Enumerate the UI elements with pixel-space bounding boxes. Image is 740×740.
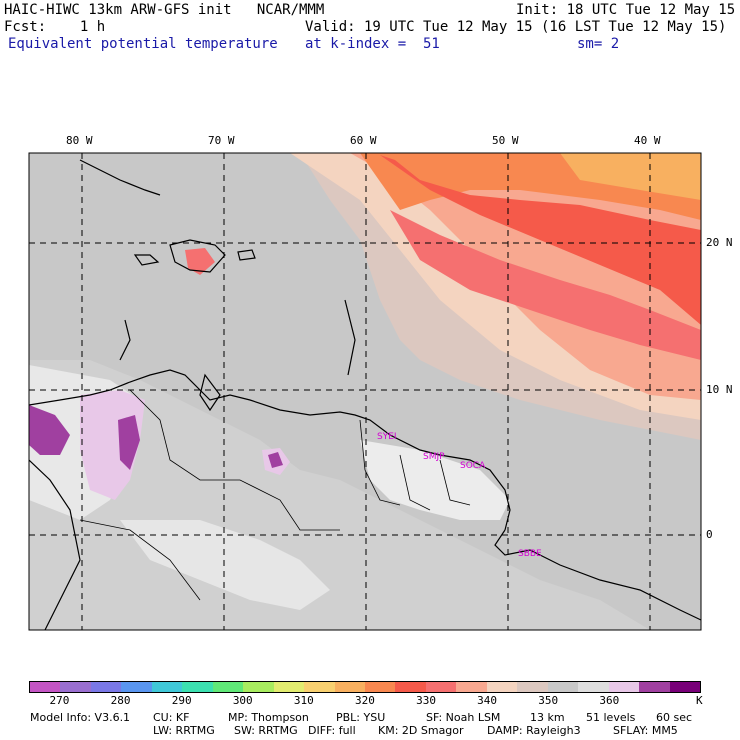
model-info-item: SF: Noah LSM	[426, 711, 501, 724]
color-swatch	[395, 682, 426, 692]
station-soca: SOCA	[460, 461, 486, 471]
red-band-2	[390, 210, 701, 360]
color-swatch	[182, 682, 213, 692]
model-info-item: 51 levels	[586, 711, 636, 724]
color-swatch	[121, 682, 152, 692]
model-info-item: DIFF: full	[308, 724, 356, 737]
color-scale-tick-label: 340	[477, 694, 498, 707]
model-info-item: PBL: YSU	[336, 711, 386, 724]
station-smjp: SMJP	[423, 452, 445, 462]
model-info-item: SFLAY: MM5	[613, 724, 678, 737]
lon-label-50w: 50 W	[492, 134, 519, 147]
valid-time: Valid: 19 UTC Tue 12 May 15 (16 LST Tue …	[305, 19, 727, 35]
color-swatch	[364, 682, 396, 692]
model-info-item: SW: RRTMG	[234, 724, 298, 737]
color-swatch	[243, 682, 274, 692]
map-frame	[28, 152, 702, 631]
model-info-item: CU: KF	[153, 711, 190, 724]
init-time: Init: 18 UTC Tue 12 May 15	[516, 2, 736, 18]
color-swatch	[90, 682, 122, 692]
convection-colombia	[118, 415, 140, 470]
lat-label-0: 0	[706, 528, 713, 541]
model-info-item: DAMP: Rayleigh3	[487, 724, 581, 737]
station-syei: SYEI	[377, 432, 397, 442]
color-scale	[29, 681, 701, 693]
color-swatch	[608, 682, 640, 692]
borders	[79, 389, 471, 601]
color-scale-tick-label: 330	[416, 694, 436, 707]
color-swatch	[425, 682, 457, 692]
convection-west	[29, 405, 70, 455]
color-scale-unit: K	[696, 694, 703, 707]
model-info-item: MP: Thompson	[228, 711, 309, 724]
field-name: Equivalent potential temperature	[8, 36, 278, 52]
lat-label-20n: 20 N	[706, 236, 733, 249]
hispaniola-coast	[169, 239, 226, 273]
guyana-border	[359, 419, 401, 506]
color-swatch	[669, 682, 700, 692]
orange-corner	[560, 153, 701, 200]
theta-e-map	[28, 152, 702, 631]
model-info-item: 13 km	[530, 711, 565, 724]
convection-venezuela	[268, 452, 283, 468]
color-swatch	[273, 682, 305, 692]
color-scale-tick-label: 270	[49, 694, 70, 707]
guianas-light	[360, 440, 510, 520]
colombia-venezuela-border	[129, 389, 340, 531]
color-swatch	[212, 682, 244, 692]
color-swatch	[334, 682, 365, 692]
color-scale-tick-label: 350	[538, 694, 559, 707]
maracaibo-coast	[199, 373, 221, 412]
lon-label-70w: 70 W	[208, 134, 235, 147]
lon-label-60w: 60 W	[350, 134, 377, 147]
lat-label-10n: 10 N	[706, 383, 733, 396]
lon-label-40w: 40 W	[634, 134, 661, 147]
color-scale-tick-label: 360	[599, 694, 620, 707]
color-swatch	[639, 682, 670, 692]
color-swatch	[547, 682, 579, 692]
forecast-hour: Fcst: 1 h	[4, 19, 106, 35]
lesser-antilles	[344, 299, 356, 376]
color-scale-tick-label: 310	[293, 694, 314, 707]
brazil-coast	[494, 529, 701, 621]
model-title: HAIC-HIWC 13km ARW-GFS init NCAR/MMM	[4, 2, 325, 18]
color-swatch	[151, 682, 183, 692]
red-band	[380, 155, 701, 325]
model-info-item: Model Info: V3.6.1	[30, 711, 131, 724]
south-america-north-coast	[29, 369, 511, 531]
color-swatch	[517, 682, 548, 692]
color-scale-tick-label: 280	[110, 694, 131, 707]
level-index: at k-index = 51	[305, 36, 440, 52]
station-sbbe: SBBE	[518, 549, 542, 559]
hispaniola-warm	[185, 248, 215, 275]
suriname-border	[399, 454, 431, 511]
puerto-rico-coast	[237, 249, 256, 261]
color-scale-tick-label: 300	[232, 694, 253, 707]
color-swatch	[578, 682, 609, 692]
ecuador-peru-border	[79, 519, 201, 601]
color-scale-tick-label: 320	[355, 694, 375, 707]
jamaica-coast	[133, 254, 160, 266]
smoothing: sm= 2	[577, 36, 620, 52]
amazon-light	[120, 520, 330, 610]
guiana-border	[439, 459, 471, 506]
model-info-item: 60 sec	[656, 711, 693, 724]
color-swatch	[456, 682, 487, 692]
graticule	[29, 153, 701, 630]
central-america-coast	[119, 319, 131, 361]
model-info-item: KM: 2D Smagor	[378, 724, 464, 737]
color-swatch	[486, 682, 518, 692]
color-swatch	[304, 682, 335, 692]
model-info-item: LW: RRTMG	[153, 724, 215, 737]
color-scale-tick-label: 290	[171, 694, 192, 707]
color-swatch	[30, 682, 61, 692]
lon-label-80w: 80 W	[66, 134, 93, 147]
color-swatch	[60, 682, 91, 692]
cuba-coast	[79, 159, 161, 196]
